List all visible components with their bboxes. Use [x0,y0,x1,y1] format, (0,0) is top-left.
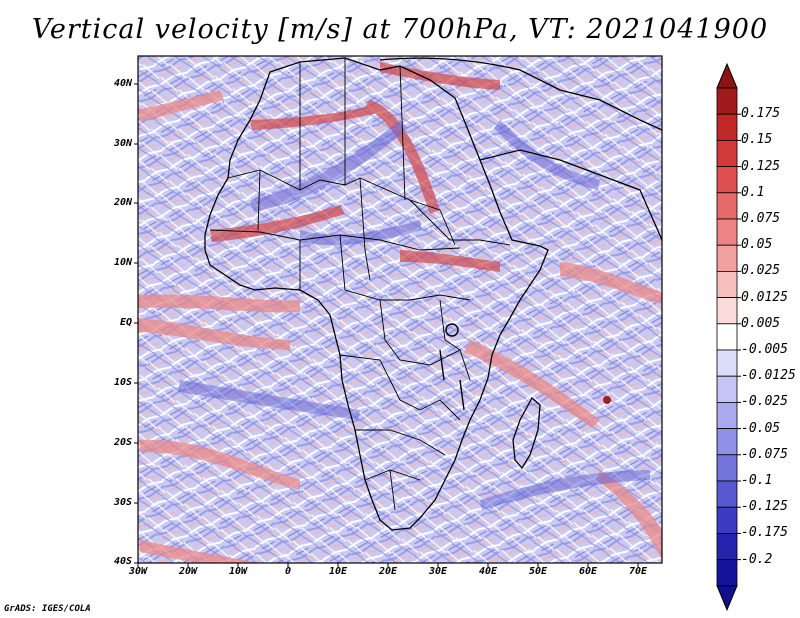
colorbar-swatch [716,349,738,377]
colorbar-swatch [716,244,738,272]
lon-label-30w: 30W [128,566,148,577]
lon-label-40e: 40E [478,566,498,577]
lat-label-30s: 30S [113,497,132,508]
lat-label-eq: EQ [119,317,132,328]
colorbar-label: 0.15 [741,132,773,148]
colorbar-label: -0.175 [741,525,788,541]
colorbar-label: -0.1 [741,473,773,488]
colorbar [716,62,741,612]
colorbar-top-arrow [716,62,738,89]
lakes [439,323,465,411]
lon-label-10e: 10E [328,566,348,577]
colorbar-swatch [716,218,738,246]
colorbar-swatch [716,428,738,456]
lon-label-30e: 30E [428,566,448,577]
lat-label-30n: 30N [113,138,132,149]
colorbar-swatch [716,270,738,298]
colorbar-swatch [716,480,738,508]
lon-label-20e: 20E [378,566,398,577]
colorbar-label: 0.1 [741,184,765,200]
colorbar-swatch [716,401,738,429]
colorbar-label: -0.05 [741,420,781,436]
colorbar-label: -0.0125 [741,368,796,384]
colorbar-swatch [716,506,738,534]
lon-label-50e: 50E [528,566,548,577]
colorbar-label: -0.125 [741,499,788,515]
colorbar-swatch [716,113,738,141]
chart-title: Vertical velocity [m/s] at 700hPa, VT: 2… [31,14,769,45]
colorbar-label: 0.0125 [741,289,788,305]
lon-label-60e: 60E [578,566,598,577]
country-borders [209,58,511,511]
coastlines [204,57,662,531]
colorbar-swatch [716,454,738,482]
colorbar-label: 0.175 [741,106,781,122]
colorbar-label: 0.05 [741,237,773,253]
colorbar-swatch [716,192,738,220]
velocity-field [138,56,662,563]
colorbar-label: 0.005 [741,315,781,331]
map-frame [137,55,663,564]
lat-label-20n: 20N [113,197,132,208]
lat-label-10s: 10S [113,377,132,388]
colorbar-swatch [716,297,738,325]
axis-ticks [134,83,639,567]
colorbar-swatch [716,533,738,561]
colorbar-label: 0.125 [741,158,781,174]
colorbar-label: -0.075 [741,446,788,462]
grads-credit: GrADS: IGES/COLA [4,604,91,614]
colorbar-swatch [716,139,738,167]
colorbar-label: 0.075 [741,211,781,226]
lat-label-20s: 20S [113,437,132,448]
colorbar-swatch [716,166,738,194]
lat-label-10n: 10N [113,257,132,268]
colorbar-label: 0.025 [741,263,781,279]
lon-label-10w: 10W [228,566,248,577]
lat-label-40s: 40S [113,556,132,567]
colorbar-label: -0.025 [741,394,788,410]
colorbar-swatch [716,323,738,351]
colorbar-swatch [716,559,738,587]
colorbar-bottom-arrow [716,585,738,612]
lon-label-20w: 20W [178,566,198,577]
colorbar-swatch [716,375,738,403]
lon-label-0: 0 [284,566,292,577]
colorbar-swatch [716,87,738,115]
lon-label-70e: 70E [628,566,648,577]
colorbar-label: -0.005 [741,342,788,357]
colorbar-label: -0.2 [741,551,773,567]
lat-label-40n: 40N [113,78,132,89]
